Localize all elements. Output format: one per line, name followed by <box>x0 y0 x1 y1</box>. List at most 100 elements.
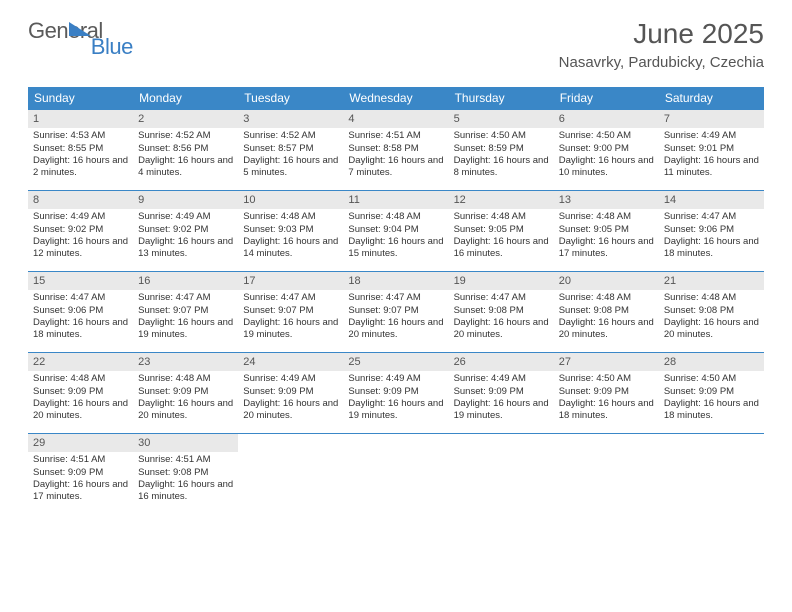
day-body: Sunrise: 4:50 AMSunset: 9:09 PMDaylight:… <box>659 371 764 426</box>
day-number: 9 <box>133 191 238 209</box>
day-number: 18 <box>343 272 448 290</box>
sunset-line: Sunset: 9:07 PM <box>243 305 338 317</box>
sunset-line: Sunset: 9:02 PM <box>138 224 233 236</box>
daylight-line: Daylight: 16 hours and 19 minutes. <box>348 398 443 423</box>
sunrise-line: Sunrise: 4:47 AM <box>454 292 549 304</box>
day-body: Sunrise: 4:49 AMSunset: 9:09 PMDaylight:… <box>343 371 448 426</box>
sunset-line: Sunset: 9:07 PM <box>138 305 233 317</box>
day-body: Sunrise: 4:49 AMSunset: 9:01 PMDaylight:… <box>659 128 764 183</box>
daylight-line: Daylight: 16 hours and 20 minutes. <box>559 317 654 342</box>
day-body: Sunrise: 4:52 AMSunset: 8:57 PMDaylight:… <box>238 128 343 183</box>
day-cell: 3Sunrise: 4:52 AMSunset: 8:57 PMDaylight… <box>238 110 343 186</box>
sunrise-line: Sunrise: 4:49 AM <box>243 373 338 385</box>
empty-day <box>449 434 554 452</box>
day-number: 10 <box>238 191 343 209</box>
day-body: Sunrise: 4:53 AMSunset: 8:55 PMDaylight:… <box>28 128 133 183</box>
sunset-line: Sunset: 9:08 PM <box>559 305 654 317</box>
day-number: 13 <box>554 191 659 209</box>
daylight-line: Daylight: 16 hours and 19 minutes. <box>243 317 338 342</box>
daylight-line: Daylight: 16 hours and 17 minutes. <box>559 236 654 261</box>
day-body: Sunrise: 4:51 AMSunset: 9:09 PMDaylight:… <box>28 452 133 507</box>
sunset-line: Sunset: 8:59 PM <box>454 143 549 155</box>
day-body: Sunrise: 4:49 AMSunset: 9:09 PMDaylight:… <box>238 371 343 426</box>
day-body: Sunrise: 4:47 AMSunset: 9:07 PMDaylight:… <box>133 290 238 345</box>
weekday-header: Saturday <box>659 87 764 109</box>
day-number: 3 <box>238 110 343 128</box>
day-number: 26 <box>449 353 554 371</box>
sunset-line: Sunset: 9:09 PM <box>664 386 759 398</box>
daylight-line: Daylight: 16 hours and 19 minutes. <box>454 398 549 423</box>
sunset-line: Sunset: 9:09 PM <box>138 386 233 398</box>
day-cell: 6Sunrise: 4:50 AMSunset: 9:00 PMDaylight… <box>554 110 659 186</box>
header: General Blue June 2025 Nasavrky, Pardubi… <box>0 0 792 79</box>
weekday-header: Wednesday <box>343 87 448 109</box>
daylight-line: Daylight: 16 hours and 17 minutes. <box>33 479 128 504</box>
day-body: Sunrise: 4:48 AMSunset: 9:05 PMDaylight:… <box>554 209 659 264</box>
sunset-line: Sunset: 9:07 PM <box>348 305 443 317</box>
daylight-line: Daylight: 16 hours and 18 minutes. <box>559 398 654 423</box>
day-cell: 27Sunrise: 4:50 AMSunset: 9:09 PMDayligh… <box>554 353 659 429</box>
sunrise-line: Sunrise: 4:48 AM <box>559 211 654 223</box>
day-cell: 15Sunrise: 4:47 AMSunset: 9:06 PMDayligh… <box>28 272 133 348</box>
daylight-line: Daylight: 16 hours and 8 minutes. <box>454 155 549 180</box>
empty-day <box>659 434 764 452</box>
sunset-line: Sunset: 9:09 PM <box>33 467 128 479</box>
sunrise-line: Sunrise: 4:48 AM <box>454 211 549 223</box>
day-cell: 11Sunrise: 4:48 AMSunset: 9:04 PMDayligh… <box>343 191 448 267</box>
sunset-line: Sunset: 8:57 PM <box>243 143 338 155</box>
day-body: Sunrise: 4:48 AMSunset: 9:04 PMDaylight:… <box>343 209 448 264</box>
day-body: Sunrise: 4:47 AMSunset: 9:07 PMDaylight:… <box>343 290 448 345</box>
day-cell: 20Sunrise: 4:48 AMSunset: 9:08 PMDayligh… <box>554 272 659 348</box>
day-body: Sunrise: 4:48 AMSunset: 9:03 PMDaylight:… <box>238 209 343 264</box>
day-cell: 13Sunrise: 4:48 AMSunset: 9:05 PMDayligh… <box>554 191 659 267</box>
sunset-line: Sunset: 9:09 PM <box>348 386 443 398</box>
day-cell: 24Sunrise: 4:49 AMSunset: 9:09 PMDayligh… <box>238 353 343 429</box>
sunset-line: Sunset: 9:09 PM <box>33 386 128 398</box>
day-number: 30 <box>133 434 238 452</box>
sunrise-line: Sunrise: 4:49 AM <box>664 130 759 142</box>
day-number: 24 <box>238 353 343 371</box>
day-body: Sunrise: 4:49 AMSunset: 9:02 PMDaylight:… <box>133 209 238 264</box>
week-row: 8Sunrise: 4:49 AMSunset: 9:02 PMDaylight… <box>28 190 764 267</box>
daylight-line: Daylight: 16 hours and 7 minutes. <box>348 155 443 180</box>
day-number: 17 <box>238 272 343 290</box>
sunrise-line: Sunrise: 4:47 AM <box>348 292 443 304</box>
sunset-line: Sunset: 9:09 PM <box>559 386 654 398</box>
day-cell: 8Sunrise: 4:49 AMSunset: 9:02 PMDaylight… <box>28 191 133 267</box>
sunrise-line: Sunrise: 4:50 AM <box>664 373 759 385</box>
day-cell: 14Sunrise: 4:47 AMSunset: 9:06 PMDayligh… <box>659 191 764 267</box>
week-row: 22Sunrise: 4:48 AMSunset: 9:09 PMDayligh… <box>28 352 764 429</box>
day-cell: 10Sunrise: 4:48 AMSunset: 9:03 PMDayligh… <box>238 191 343 267</box>
sunset-line: Sunset: 8:58 PM <box>348 143 443 155</box>
day-cell: 19Sunrise: 4:47 AMSunset: 9:08 PMDayligh… <box>449 272 554 348</box>
day-cell: 17Sunrise: 4:47 AMSunset: 9:07 PMDayligh… <box>238 272 343 348</box>
daylight-line: Daylight: 16 hours and 20 minutes. <box>454 317 549 342</box>
sunset-line: Sunset: 9:06 PM <box>664 224 759 236</box>
day-number: 28 <box>659 353 764 371</box>
day-cell: 9Sunrise: 4:49 AMSunset: 9:02 PMDaylight… <box>133 191 238 267</box>
month-title: June 2025 <box>559 18 764 50</box>
sunrise-line: Sunrise: 4:48 AM <box>138 373 233 385</box>
day-body: Sunrise: 4:50 AMSunset: 8:59 PMDaylight:… <box>449 128 554 183</box>
day-cell: 18Sunrise: 4:47 AMSunset: 9:07 PMDayligh… <box>343 272 448 348</box>
sunset-line: Sunset: 9:08 PM <box>454 305 549 317</box>
daylight-line: Daylight: 16 hours and 12 minutes. <box>33 236 128 261</box>
sunrise-line: Sunrise: 4:50 AM <box>559 130 654 142</box>
day-body: Sunrise: 4:49 AMSunset: 9:09 PMDaylight:… <box>449 371 554 426</box>
day-cell <box>343 434 448 510</box>
daylight-line: Daylight: 16 hours and 18 minutes. <box>33 317 128 342</box>
daylight-line: Daylight: 16 hours and 4 minutes. <box>138 155 233 180</box>
sunset-line: Sunset: 9:05 PM <box>559 224 654 236</box>
daylight-line: Daylight: 16 hours and 14 minutes. <box>243 236 338 261</box>
sunset-line: Sunset: 9:03 PM <box>243 224 338 236</box>
sunrise-line: Sunrise: 4:48 AM <box>559 292 654 304</box>
sunrise-line: Sunrise: 4:51 AM <box>33 454 128 466</box>
day-cell: 25Sunrise: 4:49 AMSunset: 9:09 PMDayligh… <box>343 353 448 429</box>
sunset-line: Sunset: 8:56 PM <box>138 143 233 155</box>
daylight-line: Daylight: 16 hours and 20 minutes. <box>138 398 233 423</box>
sunset-line: Sunset: 9:04 PM <box>348 224 443 236</box>
sunrise-line: Sunrise: 4:49 AM <box>138 211 233 223</box>
day-number: 14 <box>659 191 764 209</box>
day-body: Sunrise: 4:49 AMSunset: 9:02 PMDaylight:… <box>28 209 133 264</box>
day-body: Sunrise: 4:48 AMSunset: 9:08 PMDaylight:… <box>659 290 764 345</box>
